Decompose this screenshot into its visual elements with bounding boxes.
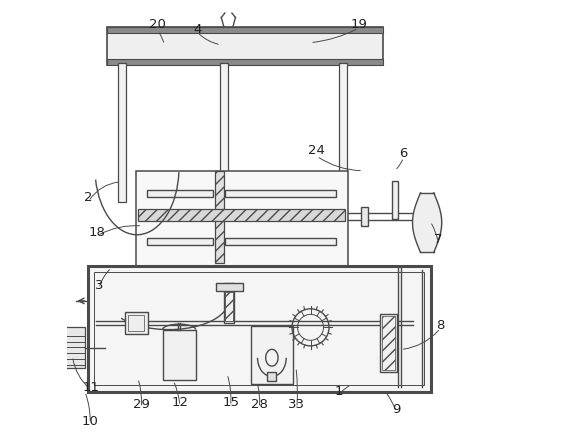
Bar (94, 272, 425, 385)
Text: 12: 12 (171, 396, 188, 409)
Bar (214, 269, 225, 277)
Bar (125, 312, 148, 334)
Bar (225, 283, 234, 323)
Text: 15: 15 (222, 396, 239, 409)
Text: 18: 18 (89, 226, 105, 239)
Text: 3: 3 (94, 279, 103, 292)
Text: 29: 29 (133, 398, 150, 411)
Bar (118, 62, 126, 202)
Bar (214, 288, 225, 296)
Text: 28: 28 (251, 398, 268, 411)
Text: 1: 1 (335, 385, 343, 398)
Bar (215, 171, 225, 264)
Text: 24: 24 (308, 144, 325, 157)
Text: 20: 20 (149, 19, 166, 31)
Bar (128, 315, 145, 331)
Bar (382, 316, 395, 370)
Bar (361, 206, 368, 226)
Bar (147, 238, 213, 245)
Bar (107, 27, 383, 33)
Bar (267, 372, 276, 381)
Bar (107, 59, 383, 65)
Text: 6: 6 (400, 147, 408, 159)
Bar (225, 238, 336, 245)
Bar (138, 209, 346, 221)
Bar (225, 292, 233, 321)
Bar (214, 279, 225, 287)
Bar (215, 283, 243, 291)
Text: 9: 9 (392, 403, 400, 416)
Bar (219, 62, 228, 202)
Bar (380, 314, 397, 372)
Text: 4: 4 (194, 23, 202, 36)
Bar (339, 62, 347, 202)
Bar (147, 190, 213, 197)
Bar (392, 181, 399, 219)
Text: 33: 33 (289, 398, 305, 411)
Bar (135, 171, 348, 266)
Bar (107, 27, 383, 65)
Bar (225, 190, 336, 197)
Text: 11: 11 (83, 381, 100, 393)
Text: 8: 8 (436, 319, 445, 332)
Bar (162, 330, 196, 381)
Text: 7: 7 (434, 233, 442, 246)
Bar (251, 326, 293, 384)
Bar (88, 266, 431, 392)
Text: 10: 10 (82, 415, 98, 427)
Text: 2: 2 (84, 190, 93, 204)
Bar (60, 327, 85, 368)
Text: 19: 19 (350, 19, 367, 31)
